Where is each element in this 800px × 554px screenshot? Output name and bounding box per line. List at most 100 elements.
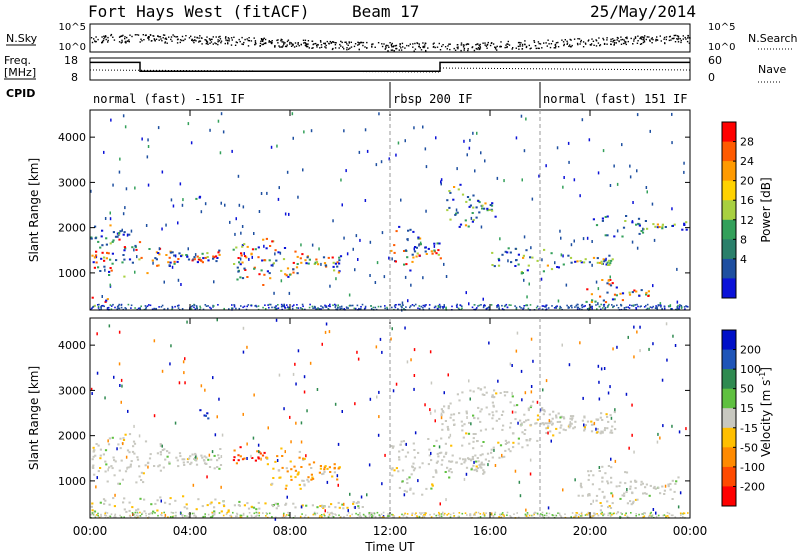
nsky-point [627,40,629,43]
nsky-point [603,39,605,41]
heatmap-noise [413,247,415,251]
heatmap-ground [104,511,107,514]
heatmap-cell [408,476,411,479]
heatmap-cell [297,472,300,475]
heatmap-cell [428,454,431,457]
nsky-point [418,45,420,48]
heatmap-cell [424,250,427,253]
heatmap-noise [213,280,215,284]
heatmap-ground [469,513,471,515]
heatmap-cell [93,510,97,513]
heatmap-noise [592,499,594,503]
heatmap-ground [316,307,319,310]
heatmap-ground [378,514,381,516]
heatmap-cell [465,412,468,415]
heatmap-ground [265,512,268,514]
heatmap-noise [292,372,295,376]
heatmap-cell [108,270,111,273]
heatmap-noise [494,464,497,467]
heatmap-ground [674,516,677,518]
heatmap-cell [659,492,662,495]
heatmap-noise [440,178,443,182]
heatmap-noise [401,301,404,305]
heatmap-ground [296,304,298,306]
nsky-point [463,49,465,51]
heatmap-cell [270,264,273,267]
nsky-point [154,40,156,42]
heatmap-cell [277,251,280,254]
heatmap-cell [274,502,277,505]
heatmap-cell [239,455,242,458]
heatmap-noise [108,324,111,328]
heatmap-cell [176,459,179,462]
cpid-segment-label: rbsp 200 IF [393,92,472,106]
nsky-point [248,40,251,42]
heatmap-cell [237,270,240,273]
heatmap-ground [547,516,550,519]
heatmap-ground [646,307,649,310]
heatmap-cell [601,465,604,468]
heatmap-ground [510,304,512,306]
heatmap-cell [128,501,131,504]
heatmap-ground [321,306,324,308]
heatmap-cell [128,258,132,261]
heatmap-cell [282,258,286,261]
y-tick-label: 3000 [58,176,86,189]
heatmap-cell [198,257,201,259]
heatmap-ground [559,514,561,516]
heatmap-noise [531,197,534,201]
nsky-point [612,38,614,40]
heatmap-ground [478,304,481,307]
heatmap-ground [515,308,518,310]
nsky-point [671,37,673,40]
power-colorbar-frame [721,121,737,299]
nsky-point [271,40,273,42]
heatmap-ground [328,514,331,517]
heatmap-cell [312,477,315,480]
nsky-point [316,46,318,48]
heatmap-cell [284,273,287,276]
heatmap-noise [122,442,124,446]
heatmap-cell [629,487,632,490]
heatmap-cell [581,419,584,422]
heatmap-cell [128,433,132,436]
heatmap-ground [620,304,623,307]
heatmap-noise [568,363,571,367]
heatmap-noise [181,203,184,207]
heatmap-cell [490,451,493,454]
heatmap-ground [217,304,219,306]
heatmap-ground [254,305,256,307]
heatmap-ground [363,514,366,517]
nsky-point [500,41,502,43]
heatmap-noise [476,131,478,135]
heatmap-ground [401,306,403,308]
heatmap-ground [199,307,202,309]
heatmap-cell [182,495,185,498]
heatmap-ground [600,308,602,311]
heatmap-noise [380,160,383,164]
heatmap-cell [542,423,545,426]
heatmap-cell [543,409,546,412]
heatmap-cell [629,480,632,483]
heatmap-noise [529,472,532,476]
heatmap-cell [455,461,458,464]
heatmap-noise [524,391,527,395]
heatmap-cell [519,419,522,422]
heatmap-cell [519,424,522,427]
heatmap-ground [312,513,315,516]
heatmap-ground [229,514,231,517]
heatmap-cell [509,251,512,254]
nsky-point [396,47,398,50]
nsky-point [535,47,537,50]
nsky-point [217,43,219,46]
heatmap-cell [92,464,95,467]
heatmap-ground [322,307,324,309]
nsky-point [155,38,158,40]
nsky-point [552,40,554,42]
heatmap-cell [95,443,98,445]
heatmap-cell [181,458,184,461]
heatmap-cell [661,227,664,230]
heatmap-cell [295,266,299,269]
